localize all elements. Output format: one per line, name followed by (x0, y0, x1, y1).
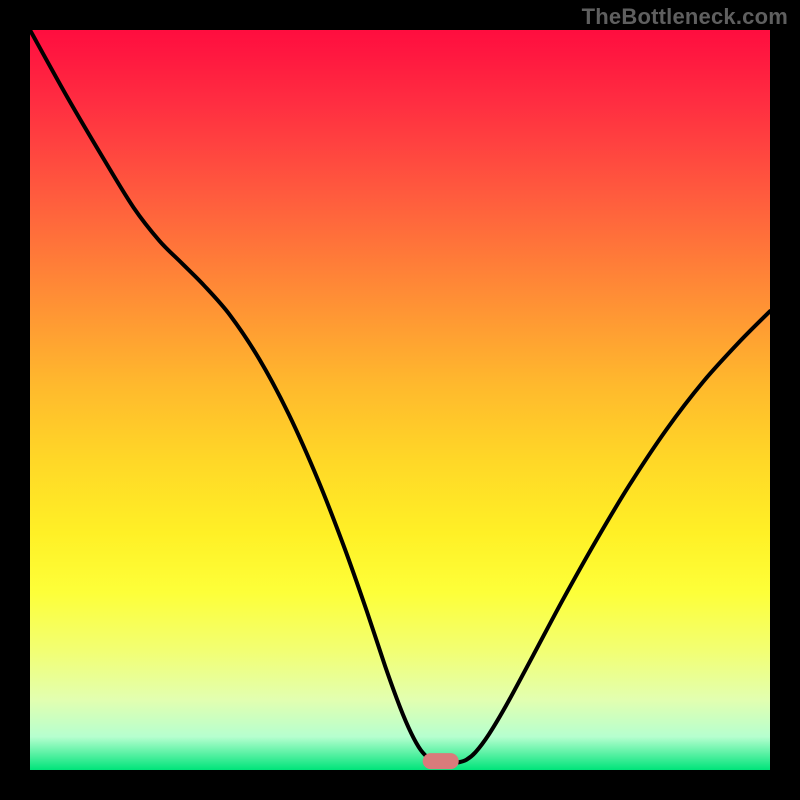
plot-background (30, 30, 770, 770)
bottleneck-chart: TheBottleneck.com (0, 0, 800, 800)
chart-svg (0, 0, 800, 800)
watermark-text: TheBottleneck.com (582, 4, 788, 30)
optimal-marker (423, 753, 459, 769)
